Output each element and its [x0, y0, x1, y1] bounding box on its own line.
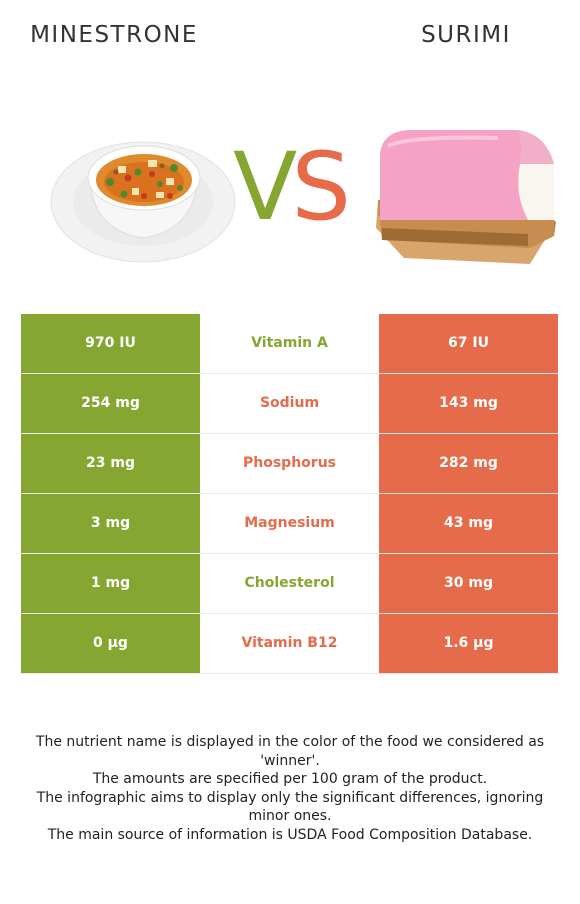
- right-value: 282 mg: [379, 434, 558, 493]
- nutrient-name: Vitamin B12: [200, 614, 379, 673]
- right-value: 67 IU: [379, 314, 558, 373]
- vs-s-letter: S: [291, 133, 351, 242]
- footnote: The nutrient name is displayed in the co…: [20, 733, 560, 844]
- left-value: 3 mg: [21, 494, 200, 553]
- right-value: 30 mg: [379, 554, 558, 613]
- surimi-image: [376, 130, 556, 264]
- left-food-title: MINESTRONE: [30, 22, 198, 48]
- table-row: 3 mg Magnesium 43 mg: [21, 494, 558, 554]
- left-value: 1 mg: [21, 554, 200, 613]
- table-row: 1 mg Cholesterol 30 mg: [21, 554, 558, 614]
- table-row: 970 IU Vitamin A 67 IU: [21, 314, 558, 374]
- row-divider: [21, 673, 558, 674]
- left-value: 23 mg: [21, 434, 200, 493]
- right-value: 43 mg: [379, 494, 558, 553]
- table-row: 23 mg Phosphorus 282 mg: [21, 434, 558, 494]
- footnote-line: The infographic aims to display only the…: [36, 789, 544, 825]
- table-row: 0 µg Vitamin B12 1.6 µg: [21, 614, 558, 674]
- nutrient-name: Cholesterol: [200, 554, 379, 613]
- left-value: 970 IU: [21, 314, 200, 373]
- right-value: 143 mg: [379, 374, 558, 433]
- footnote-line: The main source of information is USDA F…: [47, 826, 533, 843]
- right-value: 1.6 µg: [379, 614, 558, 673]
- row-divider: [21, 433, 558, 434]
- nutrient-name: Magnesium: [200, 494, 379, 553]
- nutrient-name: Phosphorus: [200, 434, 379, 493]
- footnote-line: The amounts are specified per 100 gram o…: [92, 771, 488, 787]
- comparison-table: 970 IU Vitamin A 67 IU 254 mg Sodium 143…: [21, 314, 558, 674]
- vs-v-letter: V: [233, 133, 297, 242]
- nutrient-name: Sodium: [200, 374, 379, 433]
- left-value: 0 µg: [21, 614, 200, 673]
- row-divider: [21, 553, 558, 554]
- minestrone-image: [50, 141, 236, 263]
- right-food-title: SURIMI: [421, 22, 511, 48]
- row-divider: [21, 613, 558, 614]
- vs-label: VS: [224, 138, 354, 238]
- table-row: 254 mg Sodium 143 mg: [21, 374, 558, 434]
- row-divider: [21, 493, 558, 494]
- nutrient-name: Vitamin A: [200, 314, 379, 373]
- row-divider: [21, 373, 558, 374]
- footnote-line: The nutrient name is displayed in the co…: [35, 734, 545, 769]
- left-value: 254 mg: [21, 374, 200, 433]
